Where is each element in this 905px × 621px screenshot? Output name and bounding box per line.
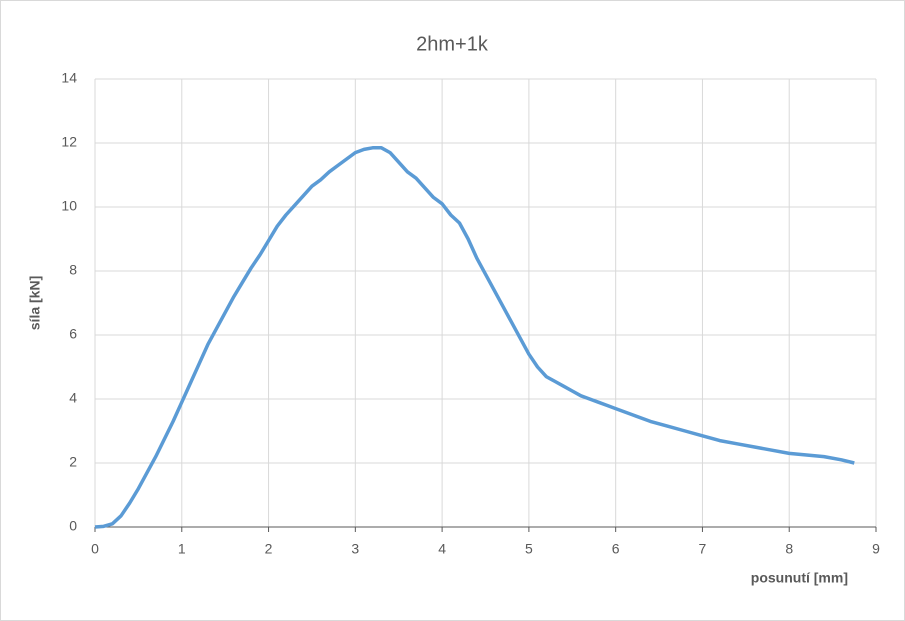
y-tick-label: 12: [61, 134, 77, 150]
x-tick-label: 5: [525, 541, 533, 557]
x-tick-label: 6: [612, 541, 620, 557]
x-tick-label: 9: [872, 541, 880, 557]
y-tick-label: 6: [69, 326, 77, 342]
x-tick-label: 3: [351, 541, 359, 557]
x-tick-label: 0: [91, 541, 99, 557]
y-axis-label: síla [kN]: [27, 276, 43, 330]
x-tick-label: 1: [178, 541, 186, 557]
chart-title: 2hm+1k: [416, 33, 489, 55]
x-axis-label: posunutí [mm]: [751, 570, 848, 586]
x-tick-label: 2: [265, 541, 273, 557]
x-tick-label: 8: [785, 541, 793, 557]
y-tick-label: 0: [69, 518, 77, 534]
x-tick-label: 7: [699, 541, 707, 557]
y-tick-label: 10: [61, 198, 77, 214]
y-tick-label: 4: [69, 390, 77, 406]
y-tick-label: 2: [69, 454, 77, 470]
y-tick-label: 14: [61, 70, 77, 86]
x-tick-label: 4: [438, 541, 446, 557]
y-tick-label: 8: [69, 262, 77, 278]
data-line: [94, 146, 855, 529]
